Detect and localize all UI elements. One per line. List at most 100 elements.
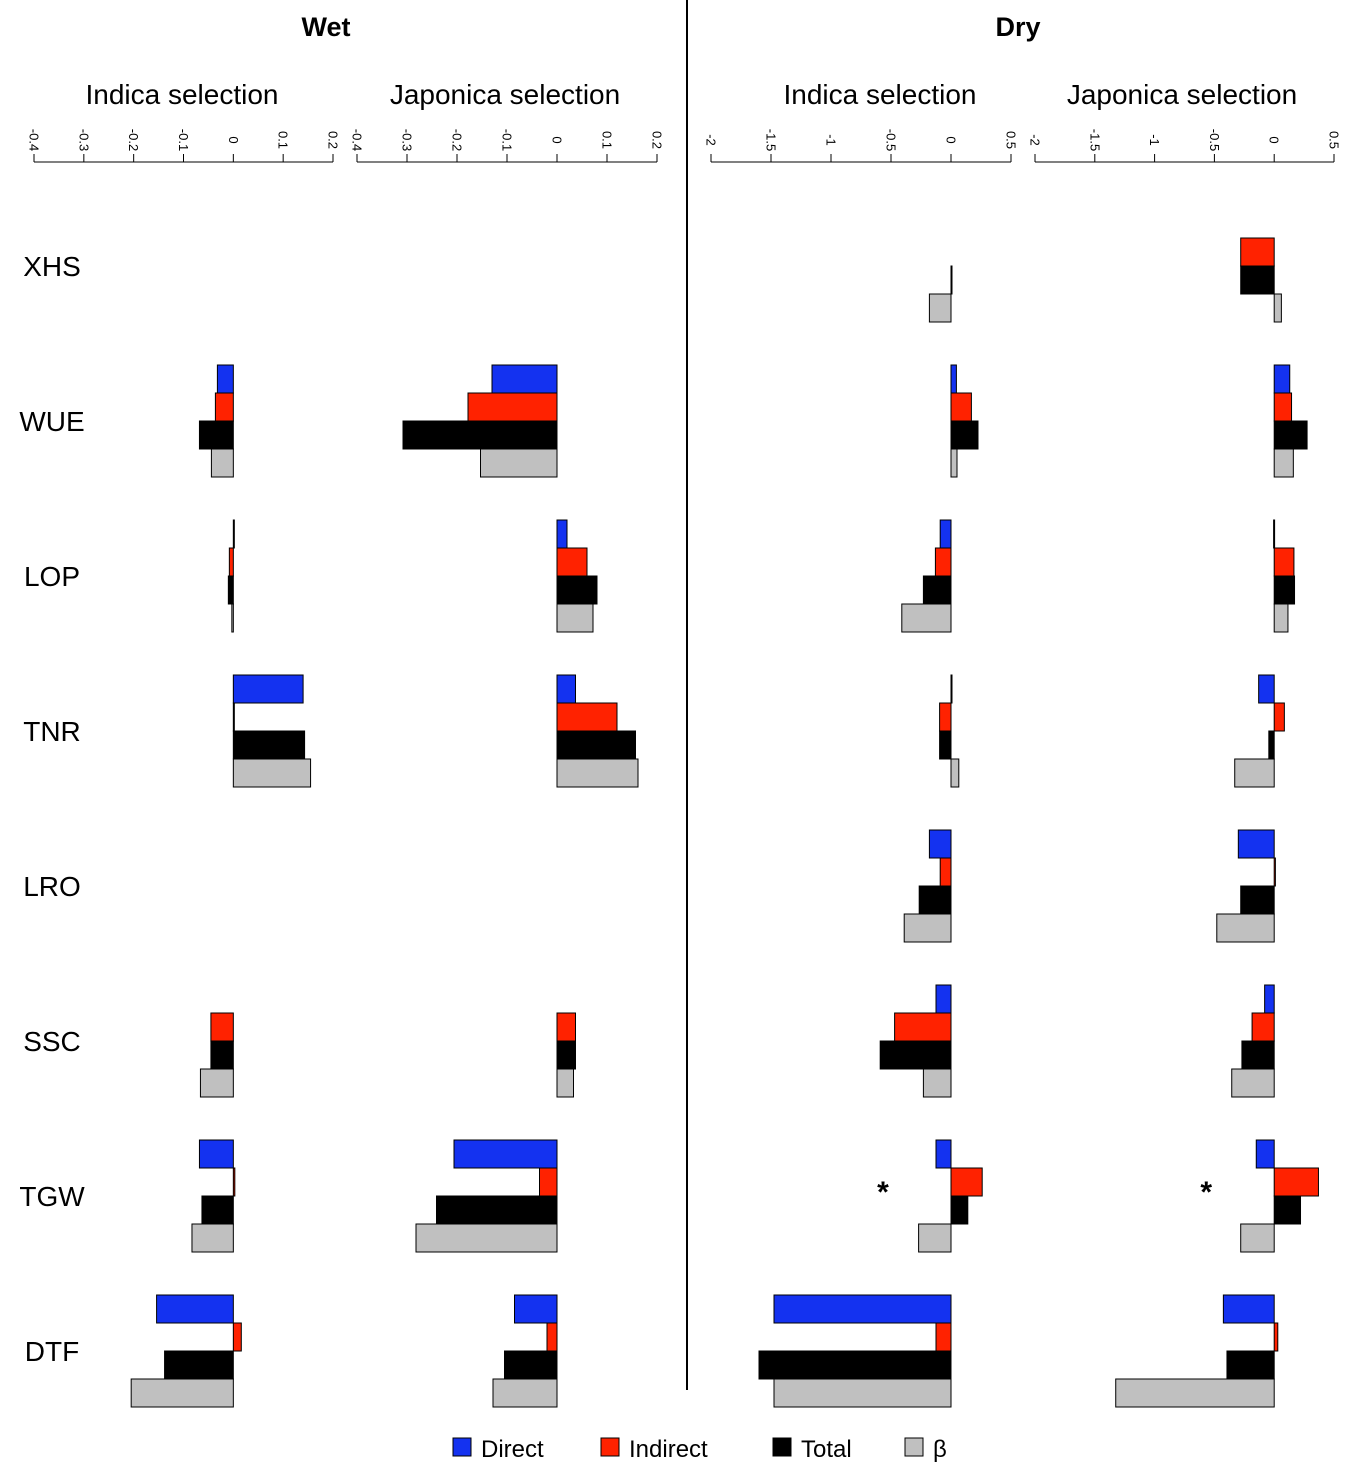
x-tick-label-wet-japonica-selection: 0 (550, 136, 565, 143)
bar-wet-japonica-selection-wue-direct (491, 364, 558, 394)
legend: Direct Indirect Total β (452, 1436, 947, 1463)
x-tick-label-wet-indica-selection: 0.1 (276, 131, 291, 149)
x-tick-label-dry-indica-selection: 0.5 (1004, 131, 1019, 149)
x-tick-label-wet-japonica-selection: -0.3 (400, 129, 415, 151)
bar-wet-indica-selection-tnr-indirect (232, 702, 235, 732)
bar-dry-indica-selection-tnr-indirect (939, 702, 952, 732)
bar-dry-indica-selection-ssc-indirect (894, 1012, 952, 1042)
bar-wet-indica-selection-lop-direct (232, 519, 235, 549)
bar-dry-indica-selection-tnr-direct (950, 674, 953, 704)
bar-dry-japonica-selection-wue-direct (1273, 364, 1291, 394)
bar-dry-japonica-selection-lro-beta (1216, 913, 1275, 943)
legend-label-total: Total (801, 1436, 852, 1463)
significance-marker-dry-japonica-selection-tgw: * (1200, 1176, 1212, 1209)
bar-wet-indica-selection-dtf-direct (156, 1294, 234, 1324)
x-tick-label-dry-japonica-selection: -0.5 (1207, 129, 1222, 151)
x-tick-label-dry-japonica-selection: 0 (1267, 136, 1282, 143)
bar-dry-indica-selection-tgw-direct (935, 1139, 952, 1169)
bar-dry-japonica-selection-dtf-direct (1222, 1294, 1275, 1324)
bar-dry-indica-selection-xhs-beta (928, 293, 952, 323)
bar-dry-japonica-selection-dtf-beta (1115, 1378, 1275, 1408)
condition-title-wet: Wet (301, 12, 350, 42)
bar-wet-indica-selection-dtf-total (164, 1350, 234, 1380)
x-tick-label-dry-japonica-selection: -2 (1028, 134, 1043, 146)
bar-dry-japonica-selection-tgw-beta (1240, 1223, 1275, 1253)
plot-area: XHS WUE LOP TNR LRO SSC TGW DTF Wet Indica select… (19, 12, 1342, 1408)
bar-wet-indica-selection-tgw-beta (191, 1223, 234, 1253)
bar-wet-japonica-selection-ssc-beta (556, 1068, 574, 1098)
x-tick-label-wet-japonica-selection: -0.2 (450, 129, 465, 151)
bar-wet-japonica-selection-lop-indirect (556, 547, 588, 577)
bar-wet-japonica-selection-wue-total (402, 420, 558, 450)
x-tick-label-wet-indica-selection: -0.3 (76, 129, 91, 151)
x-tick-label-dry-japonica-selection: 0.5 (1327, 131, 1342, 149)
bar-wet-indica-selection-lop-beta (231, 603, 234, 633)
bar-wet-indica-selection-wue-beta (210, 448, 234, 478)
trait-label-ssc: SSC (23, 1026, 81, 1057)
bar-dry-japonica-selection-lop-indirect (1273, 547, 1295, 577)
bar-dry-japonica-selection-ssc-direct (1264, 984, 1275, 1014)
trait-label-tnr: TNR (23, 716, 81, 747)
bar-dry-japonica-selection-ssc-indirect (1251, 1012, 1275, 1042)
bar-dry-indica-selection-tgw-beta (918, 1223, 952, 1253)
bar-wet-japonica-selection-tnr-indirect (556, 702, 618, 732)
x-tick-label-dry-indica-selection: -0.5 (884, 129, 899, 151)
x-tick-label-wet-indica-selection: -0.2 (126, 129, 141, 151)
bar-dry-japonica-selection-lop-direct (1273, 519, 1276, 549)
trait-label-lro: LRO (23, 871, 81, 902)
x-tick-label-wet-japonica-selection: -0.4 (350, 129, 365, 151)
bar-wet-indica-selection-lop-total (227, 575, 234, 605)
bar-dry-japonica-selection-xhs-indirect (1240, 237, 1275, 267)
bar-wet-indica-selection-tnr-direct (232, 674, 304, 704)
bar-wet-indica-selection-ssc-total (210, 1040, 234, 1070)
x-tick-label-wet-indica-selection: -0.1 (176, 129, 191, 151)
bar-dry-japonica-selection-tnr-direct (1258, 674, 1275, 704)
x-tick-label-wet-japonica-selection: 0.1 (600, 131, 615, 149)
bar-wet-japonica-selection-dtf-beta (492, 1378, 558, 1408)
legend-swatch-indirect (600, 1437, 620, 1457)
bar-wet-japonica-selection-tnr-total (556, 730, 636, 760)
bar-wet-indica-selection-ssc-beta (199, 1068, 234, 1098)
bar-wet-indica-selection-wue-total (198, 420, 234, 450)
bar-dry-indica-selection-ssc-direct (935, 984, 952, 1014)
bar-dry-japonica-selection-tnr-total (1268, 730, 1275, 760)
bar-dry-japonica-selection-wue-beta (1273, 448, 1294, 478)
bar-dry-japonica-selection-lop-total (1273, 575, 1296, 605)
bar-dry-indica-selection-wue-beta (950, 448, 958, 478)
bar-wet-japonica-selection-tgw-indirect (539, 1167, 558, 1197)
x-tick-label-wet-indica-selection: -0.4 (27, 129, 42, 151)
bar-dry-japonica-selection-lro-total (1240, 885, 1275, 915)
bar-dry-indica-selection-ssc-beta (922, 1068, 952, 1098)
trait-label-xhs: XHS (23, 251, 81, 282)
panel-title-dry-indica-selection: Indica selection (783, 79, 976, 110)
trait-label-dtf: DTF (25, 1336, 79, 1367)
bar-dry-japonica-selection-ssc-total (1241, 1040, 1275, 1070)
x-tick-label-dry-indica-selection: -1 (824, 134, 839, 146)
bar-dry-indica-selection-tnr-total (939, 730, 952, 760)
bar-dry-japonica-selection-lop-beta (1273, 603, 1289, 633)
bar-wet-japonica-selection-ssc-total (556, 1040, 576, 1070)
bar-dry-indica-selection-xhs-total (950, 265, 953, 295)
bar-wet-indica-selection-dtf-indirect (232, 1322, 242, 1352)
bar-dry-indica-selection-tgw-total (950, 1195, 969, 1225)
x-tick-label-dry-indica-selection: -1.5 (764, 129, 779, 151)
bar-wet-japonica-selection-tgw-total (436, 1195, 558, 1225)
panel-title-wet-indica-selection: Indica selection (85, 79, 278, 110)
legend-swatch-beta (904, 1437, 924, 1457)
trait-label-lop: LOP (24, 561, 80, 592)
legend-label-beta: β (933, 1436, 947, 1463)
bar-wet-japonica-selection-tnr-beta (556, 758, 639, 788)
bar-wet-indica-selection-tgw-indirect (232, 1167, 236, 1197)
bar-dry-indica-selection-dtf-direct (773, 1294, 952, 1324)
bar-dry-indica-selection-dtf-total (758, 1350, 952, 1380)
bar-dry-indica-selection-lop-total (922, 575, 952, 605)
x-tick-label-wet-japonica-selection: 0.2 (650, 131, 665, 149)
x-tick-label-dry-indica-selection: 0 (944, 136, 959, 143)
legend-swatch-total (772, 1437, 792, 1457)
panel-title-dry-japonica-selection: Japonica selection (1067, 79, 1297, 110)
x-tick-label-dry-japonica-selection: -1 (1147, 134, 1162, 146)
bar-dry-japonica-selection-ssc-beta (1231, 1068, 1275, 1098)
bar-dry-indica-selection-ssc-total (879, 1040, 952, 1070)
bar-dry-indica-selection-wue-indirect (950, 392, 972, 422)
bar-wet-indica-selection-ssc-indirect (210, 1012, 234, 1042)
